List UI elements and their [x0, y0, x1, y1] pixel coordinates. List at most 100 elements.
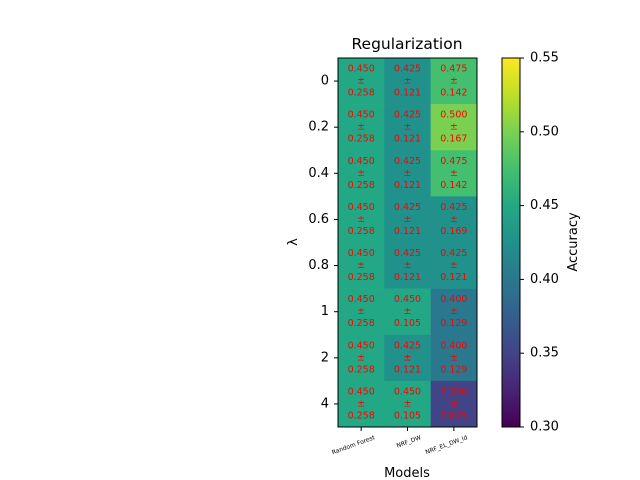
cell-std: 0.258 [348, 134, 375, 145]
heatmap-cell [338, 242, 385, 289]
cell-std: 0.121 [394, 364, 421, 375]
cell-mean: 0.425 [394, 64, 421, 75]
x-tick-label: Random Forest [331, 434, 376, 456]
cell-mean: 0.450 [394, 386, 421, 397]
cell-plusminus: ± [404, 214, 412, 225]
cell-plusminus: ± [450, 122, 458, 133]
cell-plusminus: ± [404, 76, 412, 87]
chart-title: Regularization [351, 35, 462, 53]
cell-plusminus: ± [357, 214, 365, 225]
x-tick-label: NRF_EL_DW_ld [425, 434, 469, 456]
cell-plusminus: ± [404, 398, 412, 409]
heatmap-cell [384, 150, 431, 197]
cell-mean: 0.425 [440, 202, 467, 213]
cell-mean: 0.500 [440, 110, 467, 121]
cell-plusminus: ± [357, 306, 365, 317]
x-axis: Random Forest NRF_DW NRF_EL_DW_ld [331, 427, 469, 456]
heatmap-cell [384, 334, 431, 382]
heatmap-cell [430, 242, 478, 289]
cell-plusminus: ± [404, 306, 412, 317]
cell-mean: 0.450 [348, 386, 375, 397]
cell-plusminus: ± [450, 398, 458, 409]
heatmap-cell [338, 334, 385, 382]
y-tick-label: 0.4 [308, 166, 329, 181]
cell-std: 0.258 [348, 226, 375, 237]
cell-mean: 0.425 [394, 156, 421, 167]
cell-mean: 0.450 [348, 64, 375, 75]
heatmap-cell [384, 242, 431, 289]
heatmap-cell [338, 104, 385, 151]
colorbar-tick-label: 0.45 [530, 198, 559, 213]
y-tick-label: 0.8 [308, 258, 329, 273]
cell-std: 0.121 [394, 272, 421, 283]
cell-plusminus: ± [450, 260, 458, 271]
heatmap-cell [430, 288, 478, 336]
cell-mean: 0.450 [394, 294, 421, 305]
colorbar-ticks: 0.30 0.35 0.40 0.45 0.50 0.55 [520, 51, 559, 435]
colorbar-tick-label: 0.50 [530, 124, 559, 139]
cell-plusminus: ± [450, 214, 458, 225]
cell-std: 0.121 [394, 180, 421, 191]
heatmap-cells [338, 58, 478, 428]
heatmap-cell [430, 380, 478, 428]
cell-std: 0.258 [348, 180, 375, 191]
y-tick-label: 2 [321, 350, 329, 365]
y-tick-label: 4 [321, 396, 329, 411]
heatmap-cell [384, 58, 431, 105]
cell-plusminus: ± [450, 352, 458, 363]
cell-plusminus: ± [450, 306, 458, 317]
heatmap-cell [338, 380, 385, 428]
heatmap-cell [338, 288, 385, 336]
cell-mean: 0.425 [394, 110, 421, 121]
cell-mean: 0.475 [440, 156, 467, 167]
cell-std: 0.129 [440, 318, 467, 329]
cell-std: 0.105 [394, 410, 421, 421]
y-axis: 0 0.2 0.4 0.6 0.8 1 2 4 [308, 74, 338, 411]
colorbar-gradient [501, 57, 521, 428]
x-axis-label: Models [384, 466, 430, 480]
y-axis-label: λ [286, 238, 301, 246]
cell-mean: 0.450 [348, 340, 375, 351]
cell-plusminus: ± [357, 122, 365, 133]
x-tick-label: NRF_DW [396, 434, 423, 449]
cell-std: 0.121 [394, 134, 421, 145]
cell-mean: 0.425 [394, 248, 421, 259]
cell-std: 0.167 [440, 134, 467, 145]
cell-std: 0.258 [348, 364, 375, 375]
heatmap-cell [384, 288, 431, 336]
cell-plusminus: ± [404, 260, 412, 271]
cell-plusminus: ± [404, 122, 412, 133]
y-tick-label: 1 [321, 304, 329, 319]
colorbar: 0.30 0.35 0.40 0.45 0.50 0.55 Accuracy [501, 51, 581, 435]
cell-plusminus: ± [450, 168, 458, 179]
cell-mean: 0.450 [348, 248, 375, 259]
cell-plusminus: ± [357, 352, 365, 363]
heatmap-cell [338, 58, 385, 105]
cell-std: 0.258 [348, 88, 375, 99]
colorbar-label: Accuracy [566, 212, 581, 272]
cell-std: 0.258 [348, 410, 375, 421]
heatmap-cell [384, 380, 431, 428]
cell-mean: 0.400 [440, 294, 467, 305]
cell-plusminus: ± [357, 168, 365, 179]
cell-mean: 0.450 [348, 110, 375, 121]
cell-std: 0.075 [440, 410, 467, 421]
cell-std: 0.121 [440, 272, 467, 283]
cell-std: 0.105 [394, 318, 421, 329]
cell-mean: 0.425 [394, 340, 421, 351]
cell-std: 0.121 [394, 226, 421, 237]
heatmap-cell [338, 196, 385, 243]
cell-plusminus: ± [450, 76, 458, 87]
colorbar-tick-label: 0.35 [530, 346, 559, 361]
cell-std: 0.169 [440, 226, 467, 237]
cell-std: 0.258 [348, 272, 375, 283]
cell-plusminus: ± [357, 260, 365, 271]
heatmap-annotations: 0.450±0.2580.425±0.1210.475±0.1420.450±0… [348, 64, 468, 422]
heatmap-cell [430, 58, 478, 105]
cell-mean: 0.425 [440, 248, 467, 259]
cell-std: 0.129 [440, 364, 467, 375]
heatmap-cell [430, 150, 478, 197]
cell-plusminus: ± [357, 76, 365, 87]
colorbar-tick-label: 0.40 [530, 272, 559, 287]
